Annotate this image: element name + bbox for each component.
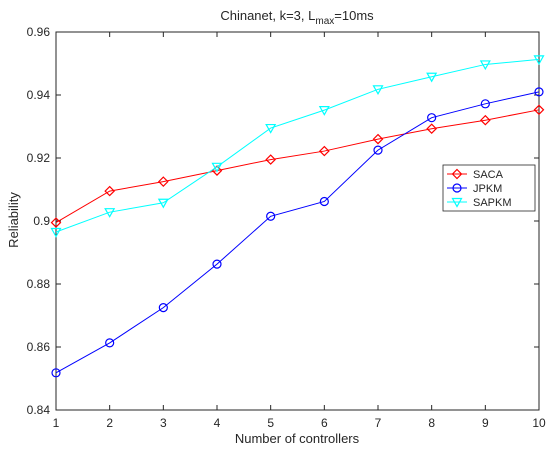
x-tick-label: 2 [106, 416, 113, 430]
series-point-saca [533, 104, 545, 116]
legend: SACA JPKM SAPKM [442, 164, 536, 212]
y-tick-label: 0.9 [33, 214, 50, 228]
axes-box [55, 31, 540, 411]
x-tick-label: 6 [321, 416, 328, 430]
series-point-jpkm [158, 303, 168, 313]
series-point-sapkm [211, 162, 223, 173]
x-tick-label: 4 [214, 416, 221, 430]
series-point-sapkm [318, 106, 330, 116]
series-point-jpkm [427, 113, 437, 123]
series-point-sapkm [50, 227, 62, 238]
plot-area: 1 2 3 4 5 6 7 8 9 10 0.84 0.86 0.88 0.9 0.92 0.94 0.96 [27, 25, 546, 430]
y-tick-label: 0.92 [27, 151, 51, 165]
x-tick-label: 7 [375, 416, 382, 430]
series-point-jpkm [105, 338, 115, 348]
x-tick-label: 10 [532, 416, 546, 430]
x-tick-label: 1 [53, 416, 60, 430]
legend-marker-jpkm [452, 183, 462, 193]
series-point-saca [372, 133, 384, 145]
series-point-saca [104, 185, 116, 197]
series-line-saca [55, 109, 540, 224]
legend-marker-sapkm [451, 197, 463, 208]
y-axis-label: Reliability [6, 192, 21, 248]
x-tick-label: 3 [160, 416, 167, 430]
series-point-sapkm [533, 55, 545, 66]
series-point-saca [265, 154, 277, 165]
series-point-sapkm [157, 198, 169, 209]
series-point-sapkm [479, 60, 491, 71]
chart-title-suffix: =10ms [334, 8, 374, 23]
series-point-saca [426, 123, 438, 135]
legend-label-sapkm: SAPKM [473, 197, 512, 209]
x-tick-label: 9 [482, 416, 489, 430]
series-point-jpkm [51, 368, 61, 378]
series-point-saca [479, 114, 491, 126]
y-tick-label: 0.94 [27, 88, 51, 102]
series-point-jpkm [534, 87, 544, 97]
y-tick-label: 0.86 [27, 340, 51, 354]
x-tick-label: 5 [267, 416, 274, 430]
series-point-saca [318, 145, 330, 157]
series-point-jpkm [373, 145, 383, 155]
legend-label-saca: SACA [473, 169, 504, 181]
series-line-jpkm [55, 91, 540, 374]
y-tick-label: 0.84 [27, 403, 51, 417]
series-point-jpkm [319, 196, 329, 207]
chart-title: Chinanet, k=3, Lmax=10ms [220, 8, 374, 27]
chart-title-subscript: max [315, 16, 334, 27]
series-point-saca [50, 217, 62, 228]
series-point-jpkm [480, 99, 490, 109]
series-point-jpkm [212, 259, 222, 269]
x-axis-label: Number of controllers [235, 431, 360, 446]
series-point-sapkm [426, 72, 438, 83]
x-tick-label: 8 [428, 416, 435, 430]
chart-title-prefix: Chinanet, k=3, L [220, 8, 315, 23]
series-line-sapkm [55, 58, 540, 233]
series-point-sapkm [104, 208, 116, 218]
y-tick-label: 0.88 [27, 277, 51, 291]
series-point-sapkm [372, 85, 384, 96]
legend-marker-saca [451, 168, 463, 180]
series-point-sapkm [265, 123, 277, 134]
y-tick-label: 0.96 [27, 25, 51, 39]
series-point-jpkm [266, 211, 276, 221]
series-point-saca [157, 176, 169, 187]
legend-label-jpkm: JPKM [473, 183, 502, 195]
